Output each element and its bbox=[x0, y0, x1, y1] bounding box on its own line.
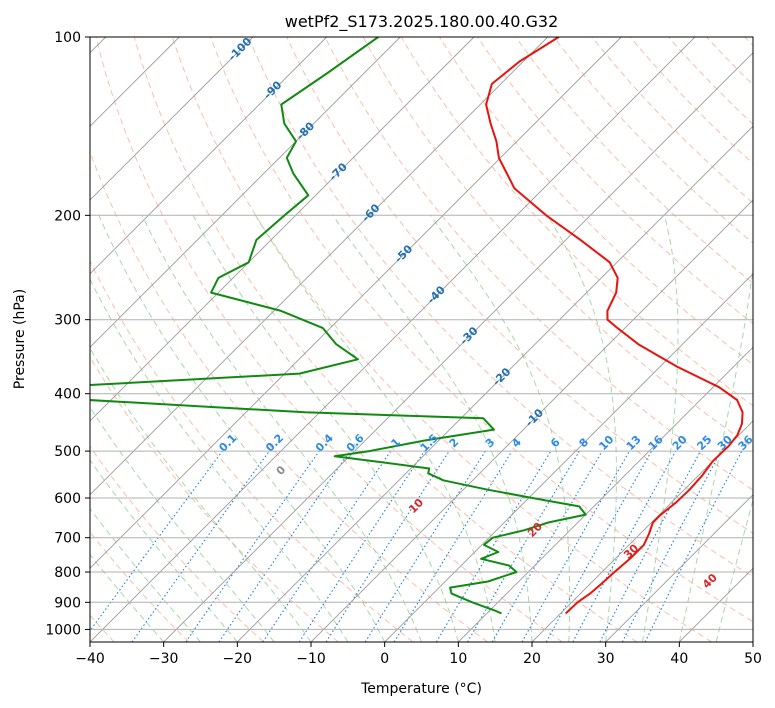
moist-adiabat-line bbox=[429, 215, 571, 642]
x-tick-label: −40 bbox=[75, 651, 105, 667]
x-tick-label: 40 bbox=[670, 651, 688, 667]
y-tick-label: 700 bbox=[54, 531, 81, 547]
dry-adiabat-line bbox=[90, 259, 414, 642]
mixing-ratio-line bbox=[218, 450, 351, 642]
x-tick-label: 20 bbox=[523, 651, 541, 667]
isotherm-line bbox=[531, 420, 753, 642]
dry-adiabat-line bbox=[133, 37, 638, 642]
isotherm-line bbox=[605, 494, 753, 642]
isotherm-line bbox=[90, 37, 475, 422]
x-tick-label: 50 bbox=[744, 651, 762, 667]
profile-series bbox=[90, 37, 744, 615]
isotherm-line bbox=[457, 346, 753, 642]
temperature-line bbox=[485, 37, 744, 615]
dry-adiabat-line bbox=[324, 37, 753, 491]
moist-adiabat-line bbox=[678, 264, 753, 642]
mixing-ratio-line bbox=[131, 450, 270, 642]
dry-adiabat-line bbox=[248, 37, 753, 578]
y-tick-label: 600 bbox=[54, 491, 81, 507]
plot-frame bbox=[89, 36, 754, 643]
x-tick-label: 30 bbox=[597, 651, 615, 667]
dry-adiabat-line bbox=[90, 356, 339, 642]
moist-adiabat-line bbox=[546, 215, 617, 642]
pressure-gridlines bbox=[90, 37, 753, 630]
y-tick-label: 100 bbox=[54, 30, 81, 46]
moist-adiabat-line bbox=[642, 215, 679, 642]
mixing-ratio-line bbox=[185, 450, 320, 642]
dry-adiabat-line bbox=[90, 445, 264, 642]
mixing-ratio-line bbox=[572, 450, 677, 642]
dewpoint-line bbox=[90, 37, 587, 615]
x-axis-label: Temperature (°C) bbox=[360, 681, 482, 697]
y-tick-label: 1000 bbox=[45, 622, 81, 638]
x-tick-label: 10 bbox=[449, 651, 467, 667]
y-tick-label: 900 bbox=[54, 595, 81, 611]
x-tick-label: −10 bbox=[296, 651, 326, 667]
y-tick-label: 800 bbox=[54, 565, 81, 581]
y-tick-label: 300 bbox=[54, 313, 81, 329]
isotherm-line bbox=[90, 37, 696, 642]
mixing-ratio-line bbox=[545, 450, 653, 642]
moist-adiabat-line bbox=[90, 347, 312, 642]
dry-adiabat-line bbox=[210, 37, 753, 623]
mixing-ratio-line bbox=[262, 450, 392, 642]
chart-title: wetPf2_S173.2025.180.00.40.G32 bbox=[285, 12, 559, 32]
isotherm-line bbox=[90, 37, 401, 348]
moist-adiabat-line bbox=[141, 215, 422, 642]
moist-adiabat-line bbox=[192, 215, 459, 642]
isotherm-line bbox=[90, 37, 549, 496]
mixing-ratio-line bbox=[644, 450, 743, 642]
dry-adiabat-line bbox=[286, 37, 753, 534]
mixing-ratio-line bbox=[521, 450, 630, 642]
moist-adiabat-line bbox=[90, 406, 275, 642]
moist-adiabat-line bbox=[90, 459, 238, 642]
isotherm-line bbox=[384, 273, 753, 642]
dry-adiabat-line bbox=[515, 37, 753, 284]
y-tick-label: 500 bbox=[54, 444, 81, 460]
mixing-ratio-line bbox=[393, 450, 513, 642]
dry-adiabats bbox=[90, 37, 753, 642]
x-axis-ticks: −40 −30 −20 −10 0 10 20 30 40 50 bbox=[75, 642, 762, 667]
isotherm-line bbox=[163, 52, 753, 642]
dry-adiabat-line bbox=[171, 37, 712, 642]
mixing-ratio-line bbox=[325, 450, 450, 642]
isotherm-line bbox=[90, 37, 328, 275]
x-tick-label: −20 bbox=[223, 651, 253, 667]
isotherm-line bbox=[310, 199, 753, 642]
y-tick-label: 400 bbox=[54, 387, 81, 403]
dry-adiabat-line bbox=[95, 37, 563, 642]
isotherm-line bbox=[236, 125, 753, 642]
mixing-ratio-lines bbox=[90, 450, 743, 642]
mixing-ratio-line bbox=[90, 450, 223, 632]
x-tick-label: 0 bbox=[380, 651, 389, 667]
isotherms bbox=[90, 37, 753, 642]
y-axis-label: Pressure (hPa) bbox=[12, 289, 28, 389]
moist-adiabat-line bbox=[98, 215, 386, 642]
mixing-ratio-line bbox=[298, 450, 425, 642]
y-tick-label: 200 bbox=[54, 208, 81, 224]
x-tick-label: −30 bbox=[149, 651, 179, 667]
isotherm-line bbox=[90, 37, 622, 569]
moist-adiabat-line bbox=[332, 215, 533, 642]
isotherm-line bbox=[90, 37, 254, 201]
y-axis-ticks: 100 200 300 400 500 600 700 800 900 1000 bbox=[45, 30, 90, 638]
